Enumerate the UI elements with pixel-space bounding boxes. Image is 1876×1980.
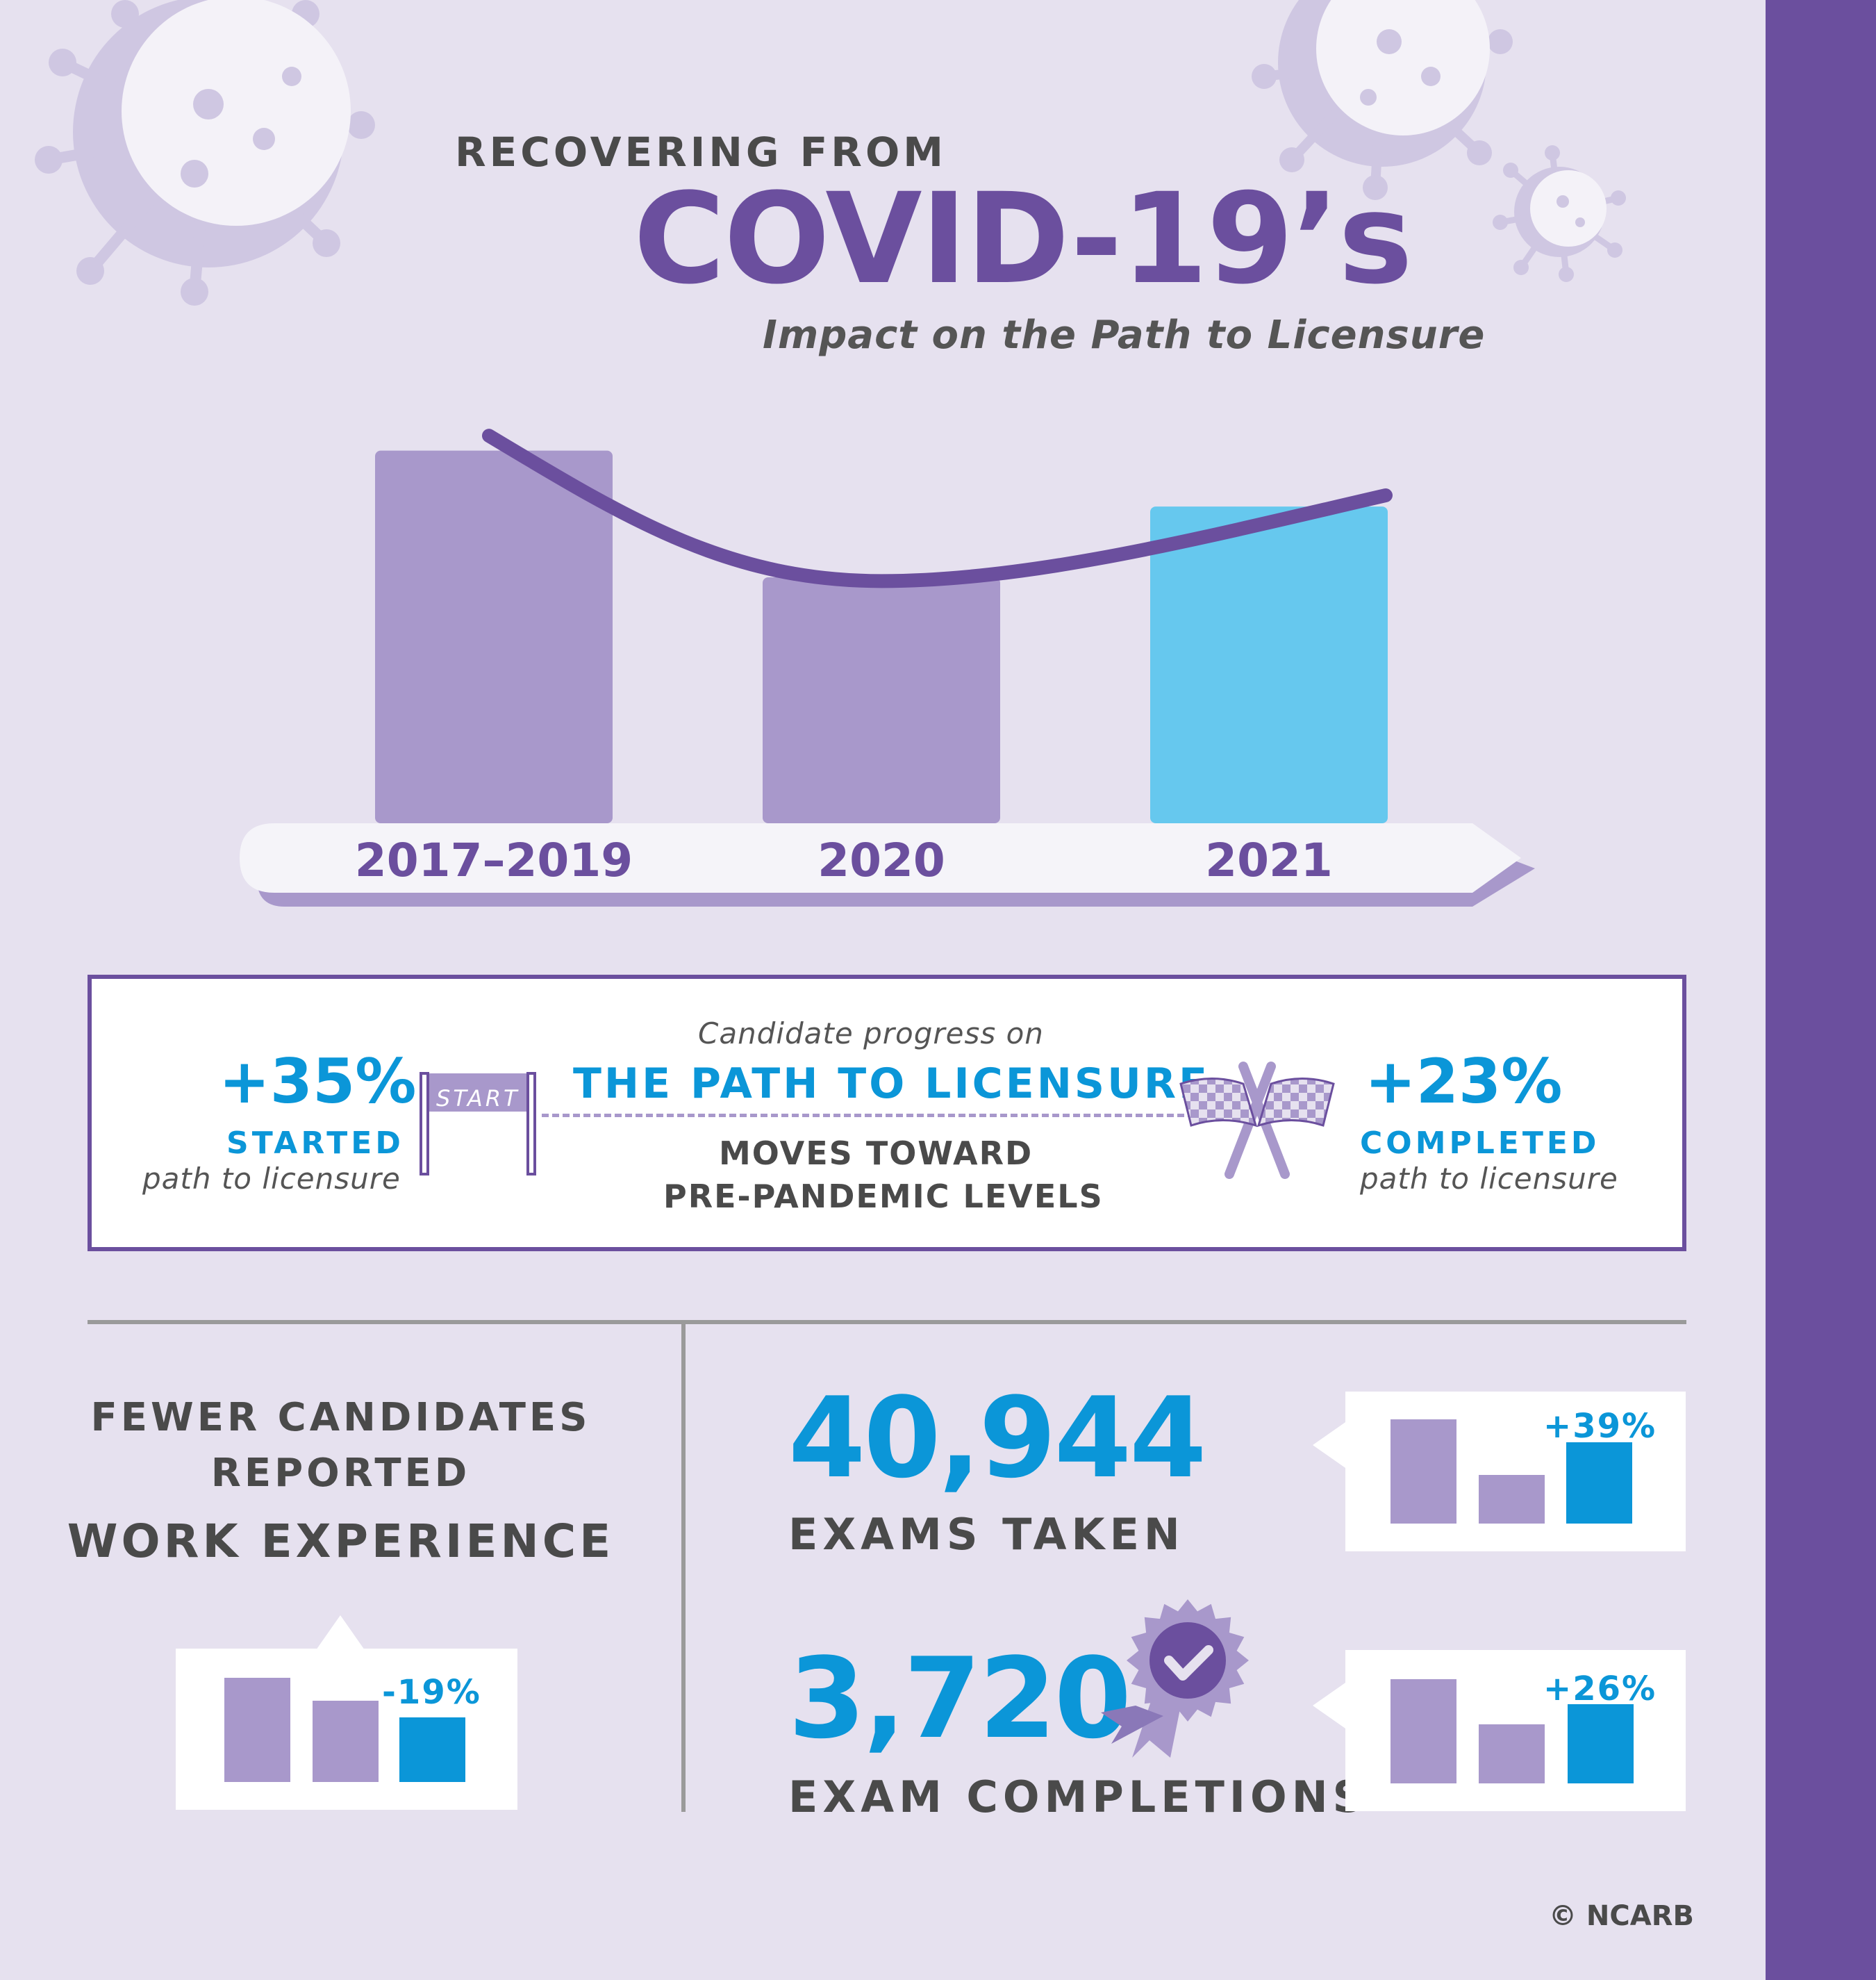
side-band [1766,0,1876,1980]
copyright: © NCARB [1549,1900,1695,1932]
work-line3: WORK EXPERIENCE [67,1515,615,1568]
path-dashed-line [542,1114,1195,1117]
award-ribbon-icon [1101,1599,1249,1758]
exams-number: 40,944 [788,1373,1206,1503]
exams-callout-pointer [1313,1421,1347,1469]
progress-line2: PRE-PANDEMIC LEVELS [663,1178,1104,1215]
virus-highlight [122,0,351,226]
completed-percent: +23% [1365,1046,1563,1117]
started-percent: +35% [219,1046,417,1117]
mini-bar [224,1678,290,1782]
x-label-2017-2019: 2017–2019 [354,834,633,887]
completed-label: COMPLETED [1360,1125,1600,1161]
mini-bar [399,1717,465,1782]
trend-line [482,429,1393,588]
exams-mini-chart: +39% [1345,1392,1686,1551]
completions-label: EXAM COMPLETIONS [788,1772,1369,1822]
checkered-flags-icon [1179,1062,1335,1179]
exams-label: EXAMS TAKEN [788,1509,1185,1560]
start-gate-icon [420,1072,536,1175]
progress-headline: THE PATH TO LICENSURE [573,1059,1211,1108]
x-label-2021: 2021 [1205,834,1333,887]
section-divider-vertical [681,1322,686,1812]
started-label: STARTED [226,1125,404,1161]
bar-1 [763,577,1000,823]
mini-bar [1566,1442,1632,1524]
main-chart [240,429,1535,907]
exams-change: +39% [1543,1407,1657,1446]
bar-0 [375,450,613,823]
timeline-arrow [240,823,1521,893]
x-label-2020: 2020 [817,834,945,887]
progress-caption: Candidate progress on [698,1016,1044,1050]
mini-bar [1391,1679,1456,1783]
bar-2 [1150,506,1388,823]
section-divider-horizontal [88,1320,1686,1324]
work-change: -19% [382,1673,481,1712]
work-callout-pointer [316,1615,365,1650]
started-sub: path to licensure [142,1162,401,1196]
mini-bar [1568,1704,1634,1783]
mini-bar [313,1701,379,1782]
completed-sub: path to licensure [1360,1162,1618,1196]
mini-bar [1391,1419,1456,1524]
completions-callout-pointer [1313,1681,1347,1730]
mini-bar [1479,1474,1545,1524]
progress-box [88,975,1686,1251]
completions-change: +26% [1543,1669,1657,1708]
work-mini-chart: -19% [176,1649,517,1810]
mini-bar [1479,1724,1545,1783]
title-kicker: RECOVERING FROM [455,129,947,176]
completions-number: 3,720 [788,1633,1131,1763]
work-line1: FEWER CANDIDATES [90,1395,591,1440]
start-gate-label: START [436,1085,520,1112]
progress-line1: MOVES TOWARD [719,1135,1034,1172]
work-line2: REPORTED [210,1451,471,1496]
page-subtitle: Impact on the Path to Licensure [763,313,1486,358]
completions-mini-chart: +26% [1345,1650,1686,1811]
page-title: COVID-19’s [633,167,1413,312]
virus-icons [35,0,1626,306]
